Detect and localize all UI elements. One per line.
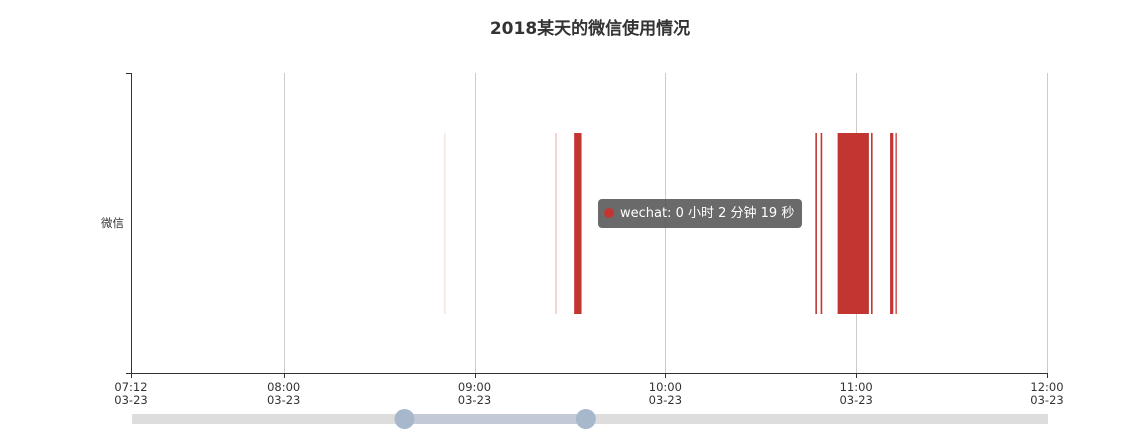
x-tick-label-date: 03-23 [649,393,682,407]
usage-bar[interactable] [555,133,557,314]
series-color-dot [604,208,614,218]
slider-end-handle[interactable] [575,409,596,429]
usage-bar[interactable] [574,133,582,314]
x-tick-label-date: 03-23 [267,393,300,407]
series-bars[interactable] [444,133,897,314]
x-tick-label-date: 03-23 [114,393,147,407]
x-tick-label-time: 07:12 [114,380,147,394]
tooltip-text: wechat: 0 小时 2 分钟 19 秒 [620,206,795,221]
tooltip: wechat: 0 小时 2 分钟 19 秒 [598,199,803,228]
x-tick-label-date: 03-23 [839,393,872,407]
x-tick-label-time: 08:00 [267,380,300,394]
usage-bar[interactable] [444,133,446,314]
usage-bar[interactable] [820,133,823,314]
usage-bar[interactable] [837,133,869,314]
x-axis-labels: 07:1203-2308:0003-2309:0003-2310:0003-23… [114,380,1063,407]
x-tick-label-date: 03-23 [1030,393,1063,407]
x-tick-label-time: 11:00 [840,380,873,394]
chart-title: 2018某天的微信使用情况 [490,18,690,39]
y-tick-label: 微信 [101,216,124,230]
x-tick-label-time: 10:00 [649,380,682,394]
x-tick-label-time: 12:00 [1030,380,1063,394]
usage-bar[interactable] [871,133,873,314]
usage-bar[interactable] [895,133,897,314]
x-tick-label-time: 09:00 [458,380,491,394]
slider-selected-range[interactable] [404,414,586,424]
usage-bar[interactable] [815,133,817,314]
axes [126,73,1048,378]
data-zoom-slider[interactable] [132,409,1048,429]
usage-bar[interactable] [890,133,894,314]
x-tick-label-date: 03-23 [458,393,491,407]
y-axis-labels: 微信 [101,216,124,230]
slider-start-handle[interactable] [394,409,415,429]
